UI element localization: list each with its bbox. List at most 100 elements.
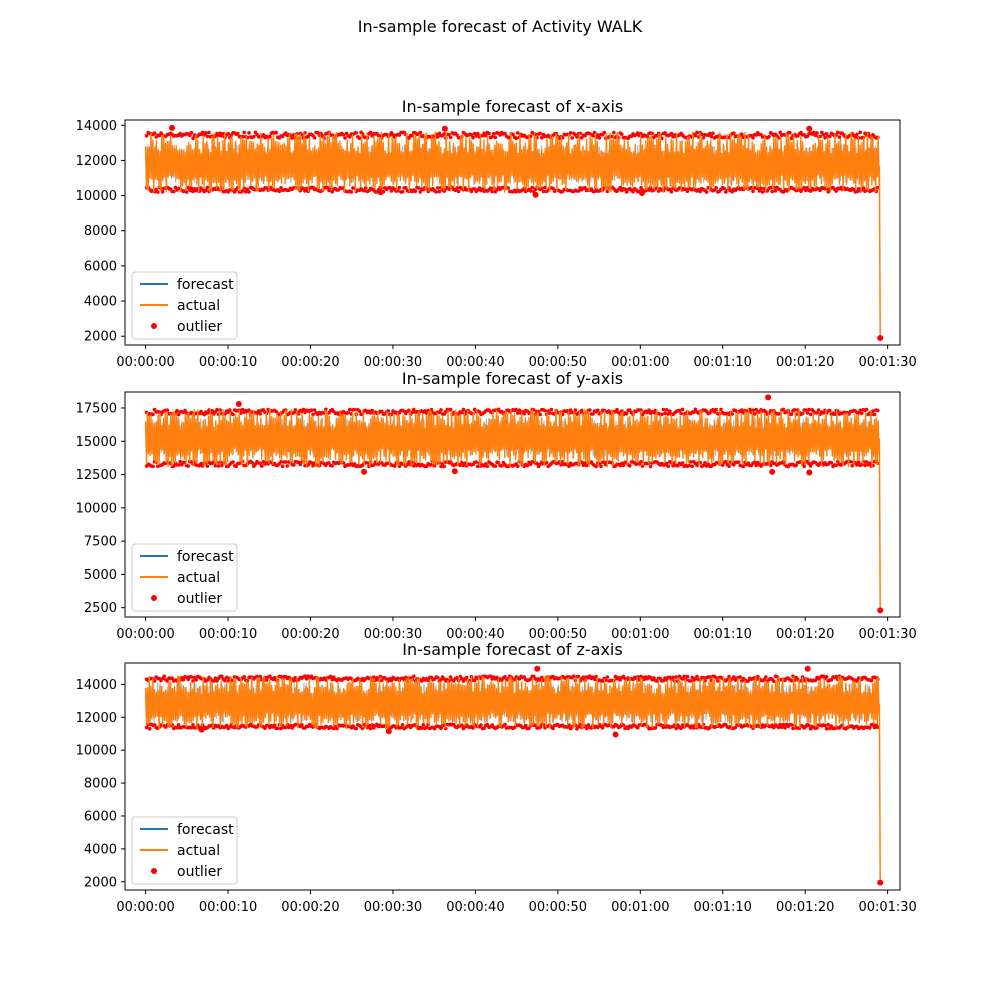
outlier-point — [397, 185, 402, 190]
outlier-point — [804, 408, 808, 412]
outlier-point — [804, 188, 808, 193]
outlier-point — [300, 722, 304, 727]
outlier-point — [260, 464, 264, 468]
outlier-point — [191, 723, 195, 727]
outlier-point — [460, 410, 464, 415]
outlier-point — [588, 408, 592, 412]
outlier-point — [876, 725, 880, 729]
outlier-point — [492, 131, 496, 136]
outlier-point — [522, 411, 526, 416]
outlier-point — [869, 678, 874, 683]
outlier-point — [516, 464, 520, 469]
outlier-point — [151, 412, 155, 417]
outlier-point — [503, 131, 507, 136]
outlier-point — [415, 409, 419, 414]
outlier-point — [231, 460, 235, 464]
outlier-point — [807, 407, 811, 412]
legend: forecast actual outlier — [131, 271, 238, 340]
outlier-point — [692, 410, 696, 415]
outlier-point — [279, 459, 283, 464]
outlier-point — [781, 407, 786, 412]
outlier-point — [234, 464, 238, 469]
outlier-point — [228, 408, 232, 412]
legend-label-actual: actual — [177, 843, 220, 859]
outlier-point — [661, 407, 666, 412]
outlier-point — [525, 463, 530, 468]
outlier-point — [304, 677, 309, 681]
outlier-point — [677, 408, 682, 413]
outlier-point — [592, 677, 597, 682]
outlier-point — [708, 675, 712, 679]
outlier-point — [692, 726, 696, 730]
outlier-point — [722, 186, 726, 191]
outlier-point — [389, 189, 394, 193]
outlier-point — [671, 675, 675, 680]
outlier-point — [877, 334, 884, 341]
outlier-point — [829, 678, 834, 682]
outlier-point — [754, 407, 758, 412]
outlier-point — [714, 186, 718, 190]
outlier-point — [877, 879, 884, 886]
outlier-point — [868, 726, 872, 730]
outlier-point — [324, 407, 328, 412]
outlier-point — [389, 678, 394, 683]
outlier-point — [290, 136, 295, 140]
outlier-point — [605, 675, 610, 679]
outlier-point — [757, 189, 762, 193]
outlier-point — [416, 186, 421, 190]
outlier-point — [349, 190, 354, 194]
legend: forecast actual outlier — [131, 816, 238, 885]
outlier-point — [868, 461, 872, 466]
outlier-point — [455, 186, 459, 190]
outlier-point — [802, 464, 806, 469]
outlier-point — [218, 131, 222, 136]
outlier-point — [668, 409, 672, 414]
outlier-point — [432, 464, 437, 468]
outlier-point — [357, 409, 362, 413]
outlier-point — [407, 460, 411, 464]
outlier-point — [871, 722, 875, 727]
outlier-point — [168, 124, 175, 131]
outlier-point — [392, 464, 397, 468]
outlier-point — [476, 464, 480, 469]
outlier-point — [178, 459, 182, 464]
outlier-point — [858, 130, 862, 135]
outlier-point — [412, 674, 416, 679]
outlier-point — [762, 677, 766, 682]
y-tick-label: 17500 — [76, 401, 117, 416]
outlier-point — [172, 189, 176, 194]
outlier-point — [184, 190, 189, 194]
outlier-point — [482, 726, 487, 730]
outlier-point — [704, 190, 709, 194]
outlier-point — [749, 185, 754, 190]
outlier-point — [724, 460, 728, 464]
outlier-point — [538, 131, 542, 136]
outlier-point — [352, 407, 357, 412]
outlier-point — [877, 607, 884, 614]
outlier-point — [714, 407, 718, 412]
outlier-point — [808, 464, 813, 468]
outlier-point — [769, 468, 776, 475]
y-tick-label: 4000 — [84, 295, 117, 310]
outlier-point — [485, 722, 490, 727]
outlier-point — [806, 469, 813, 476]
legend-box — [131, 543, 238, 612]
outlier-point — [144, 134, 149, 138]
outlier-point — [754, 463, 758, 468]
outlier-point — [311, 463, 315, 468]
outlier-point — [410, 410, 415, 415]
outlier-point — [258, 412, 263, 416]
outlier-point — [441, 125, 448, 132]
x-tick-label: 00:00:20 — [281, 900, 339, 915]
outlier-point — [541, 189, 546, 194]
outlier-point — [365, 461, 370, 465]
plot-area — [144, 394, 884, 614]
outlier-point — [596, 408, 600, 413]
outlier-point — [693, 407, 698, 412]
outlier-point — [187, 186, 194, 193]
outlier-point — [175, 725, 179, 730]
outlier-point — [876, 185, 880, 190]
outlier-point — [436, 135, 440, 139]
outlier-point — [770, 189, 774, 194]
outlier-point — [148, 727, 152, 731]
